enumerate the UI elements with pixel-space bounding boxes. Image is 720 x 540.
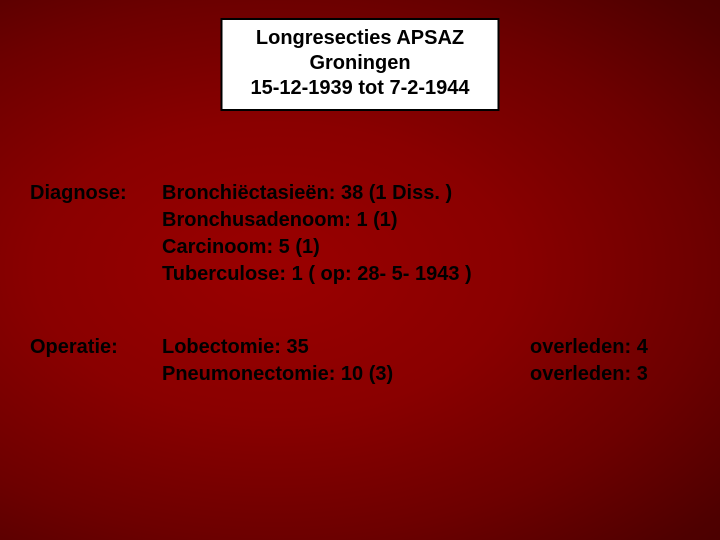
- operatie-values: Lobectomie: 35 overleden: 4 Pneumonectom…: [162, 334, 690, 388]
- operatie-left: Pneumonectomie: 10 (3): [162, 361, 462, 388]
- operatie-left: Lobectomie: 35: [162, 334, 462, 361]
- diagnose-label: Diagnose:: [30, 180, 162, 207]
- content-area: Diagnose: Bronchiëctasieën: 38 (1 Diss. …: [30, 180, 690, 434]
- operatie-row: Operatie: Lobectomie: 35 overleden: 4 Pn…: [30, 334, 690, 388]
- diagnose-item: Bronchusadenoom: 1 (1): [162, 207, 690, 234]
- title-line-3: 15-12-1939 tot 7-2-1944: [250, 76, 469, 101]
- diagnose-row: Diagnose: Bronchiëctasieën: 38 (1 Diss. …: [30, 180, 690, 288]
- operatie-line: Pneumonectomie: 10 (3) overleden: 3: [162, 361, 690, 388]
- title-box: Longresecties APSAZ Groningen 15-12-1939…: [220, 18, 499, 111]
- diagnose-item: Bronchiëctasieën: 38 (1 Diss. ): [162, 180, 690, 207]
- diagnose-values: Bronchiëctasieën: 38 (1 Diss. ) Bronchus…: [162, 180, 690, 288]
- title-line-2: Groningen: [250, 51, 469, 76]
- diagnose-item: Carcinoom: 5 (1): [162, 234, 690, 261]
- title-line-1: Longresecties APSAZ: [250, 26, 469, 51]
- diagnose-item: Tuberculose: 1 ( op: 28- 5- 1943 ): [162, 261, 690, 288]
- operatie-right: overleden: 4: [530, 334, 690, 361]
- operatie-label: Operatie:: [30, 334, 162, 361]
- operatie-line: Lobectomie: 35 overleden: 4: [162, 334, 690, 361]
- operatie-right: overleden: 3: [530, 361, 690, 388]
